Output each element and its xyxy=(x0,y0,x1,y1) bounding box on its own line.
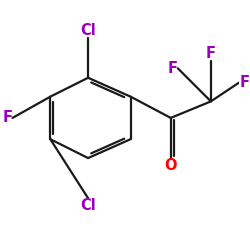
Text: F: F xyxy=(2,110,12,126)
Text: Cl: Cl xyxy=(80,22,96,38)
Text: O: O xyxy=(164,158,177,173)
Text: F: F xyxy=(239,75,249,90)
Text: F: F xyxy=(206,46,216,61)
Text: Cl: Cl xyxy=(80,198,96,213)
Text: F: F xyxy=(168,61,178,76)
